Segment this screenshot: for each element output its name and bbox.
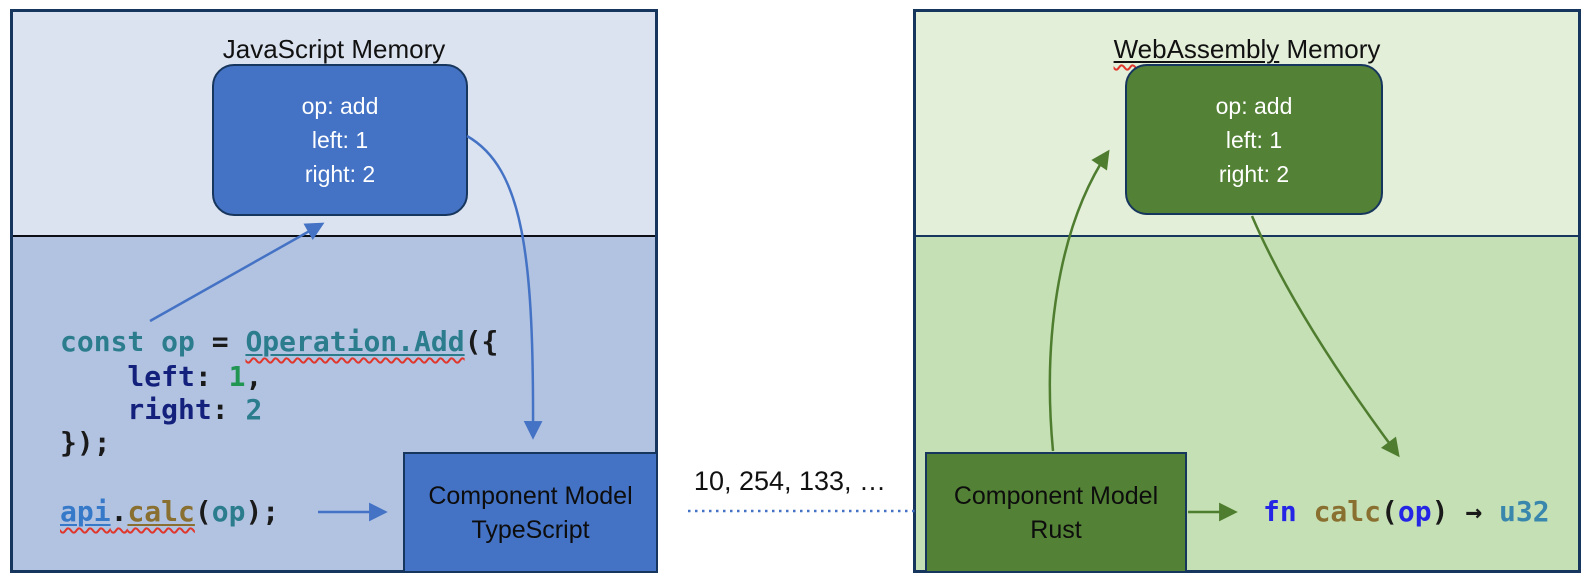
webassembly-memory-title: WebAssembly Memory bbox=[1113, 34, 1381, 64]
component-model-typescript-box: Component Model TypeScript bbox=[403, 452, 658, 573]
js-object-line-right: right: 2 bbox=[304, 161, 376, 187]
typescript-label: TypeScript bbox=[471, 515, 590, 544]
javascript-memory-title: JavaScript Memory bbox=[222, 34, 446, 64]
ts-code-line-1: const op = Operation.Add({ bbox=[60, 325, 499, 358]
component-model-label: Component Model bbox=[953, 481, 1159, 510]
component-model-label: Component Model bbox=[428, 481, 633, 510]
serialized-bytes-label: 10, 254, 133, … bbox=[693, 466, 887, 496]
spellcheck-squiggle: api.calc bbox=[60, 495, 195, 528]
wasm-operation-object-box: op: add left: 1 right: 2 bbox=[1125, 64, 1383, 215]
wasm-object-line-left: left: 1 bbox=[1225, 126, 1283, 153]
component-model-rust-box: Component Model Rust bbox=[925, 452, 1187, 573]
spellcheck-squiggle: Operation.Add bbox=[245, 325, 465, 358]
js-operation-object-box: op: add left: 1 right: 2 bbox=[212, 64, 468, 216]
ts-code-line-5: api.calc(op); bbox=[60, 495, 280, 528]
js-object-line-op: op: add bbox=[301, 93, 379, 119]
rust-code-line: fn calc(op) → u32 bbox=[1263, 495, 1550, 528]
spellcheck-squiggle: WebAssembly bbox=[1113, 34, 1280, 64]
rust-label: Rust bbox=[1030, 515, 1082, 544]
wasm-object-line-right: right: 2 bbox=[1218, 160, 1290, 187]
ts-code-line-4: }); bbox=[60, 426, 111, 459]
js-object-line-left: left: 1 bbox=[311, 127, 369, 153]
ts-code-line-2: left: 1, bbox=[60, 360, 263, 393]
ts-code-line-3: right: 2 bbox=[60, 393, 263, 426]
wasm-object-line-op: op: add bbox=[1215, 92, 1293, 119]
